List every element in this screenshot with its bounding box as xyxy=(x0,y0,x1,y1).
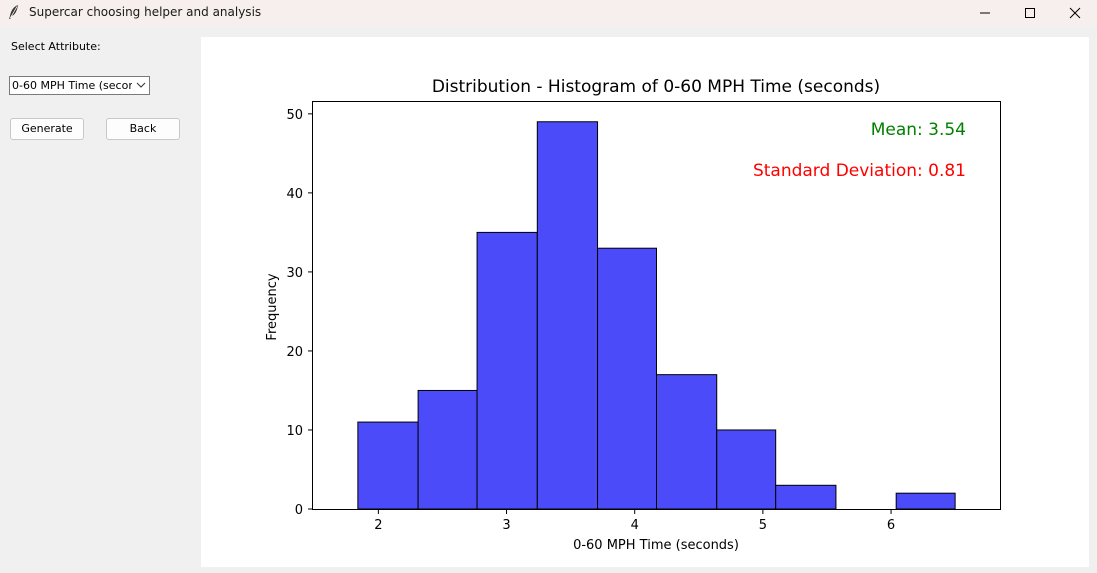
close-icon xyxy=(1069,7,1081,19)
chevron-down-icon xyxy=(136,82,146,88)
std-dev-annotation: Standard Deviation: 0.81 xyxy=(753,161,966,181)
y-tick-label: 40 xyxy=(286,187,303,202)
y-axis-label: Frequency xyxy=(265,273,280,340)
title-bar: Supercar choosing helper and analysis xyxy=(0,0,1097,26)
histogram-bar xyxy=(357,421,419,510)
histogram-bar xyxy=(775,484,837,510)
histogram-bar xyxy=(417,389,478,510)
attribute-select[interactable]: 0-60 MPH Time (secon xyxy=(9,76,150,95)
generate-button[interactable]: Generate xyxy=(10,118,84,140)
x-tick-label: 2 xyxy=(374,518,382,533)
mean-annotation: Mean: 3.54 xyxy=(871,120,966,140)
y-tick-label: 20 xyxy=(286,345,303,360)
y-tick-label: 30 xyxy=(286,266,303,281)
maximize-button[interactable] xyxy=(1007,0,1053,26)
select-attribute-label: Select Attribute: xyxy=(11,40,101,53)
x-axis-label: 0-60 MPH Time (seconds) xyxy=(573,538,739,553)
minimize-button[interactable] xyxy=(962,0,1008,26)
histogram-bar xyxy=(716,429,777,510)
y-tick-label: 10 xyxy=(286,424,303,439)
window-title: Supercar choosing helper and analysis xyxy=(29,5,262,19)
x-tick-label: 6 xyxy=(887,518,895,533)
bars-layer xyxy=(357,121,956,510)
y-tick-label: 50 xyxy=(286,108,303,123)
x-tick-label: 3 xyxy=(502,518,510,533)
histogram-bar xyxy=(536,121,599,510)
histogram-bar xyxy=(597,247,657,510)
chart-title: Distribution - Histogram of 0-60 MPH Tim… xyxy=(432,77,880,97)
maximize-icon xyxy=(1025,8,1035,18)
histogram-bar xyxy=(476,231,538,510)
histogram-bar xyxy=(656,374,718,510)
attribute-select-value: 0-60 MPH Time (secon xyxy=(12,79,132,92)
plot-frame xyxy=(312,101,1001,510)
minimize-icon xyxy=(980,12,990,14)
close-button[interactable] xyxy=(1052,0,1097,26)
y-tick-label: 0 xyxy=(295,503,303,518)
chart-canvas: Distribution - Histogram of 0-60 MPH Tim… xyxy=(201,37,1089,567)
back-button[interactable]: Back xyxy=(106,118,180,140)
ticks-layer: 2 3 4 5 6 0 10 20 30 40 50 xyxy=(286,108,895,533)
feather-icon xyxy=(9,5,18,19)
histogram-bar xyxy=(895,492,956,510)
x-tick-label: 4 xyxy=(631,518,639,533)
histogram-chart: Distribution - Histogram of 0-60 MPH Tim… xyxy=(265,77,1001,553)
x-tick-label: 5 xyxy=(759,518,767,533)
